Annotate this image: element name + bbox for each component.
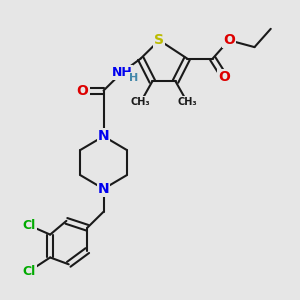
Text: N: N bbox=[98, 129, 109, 143]
Text: S: S bbox=[154, 33, 164, 47]
Text: H: H bbox=[129, 73, 138, 82]
Text: O: O bbox=[77, 84, 88, 98]
Text: O: O bbox=[223, 33, 235, 47]
Text: N: N bbox=[98, 182, 109, 196]
Text: Cl: Cl bbox=[22, 265, 36, 278]
Text: NH: NH bbox=[112, 66, 133, 79]
Text: CH₃: CH₃ bbox=[131, 97, 151, 107]
Text: O: O bbox=[218, 70, 230, 84]
Text: Cl: Cl bbox=[22, 219, 36, 232]
Text: CH₃: CH₃ bbox=[177, 97, 197, 107]
